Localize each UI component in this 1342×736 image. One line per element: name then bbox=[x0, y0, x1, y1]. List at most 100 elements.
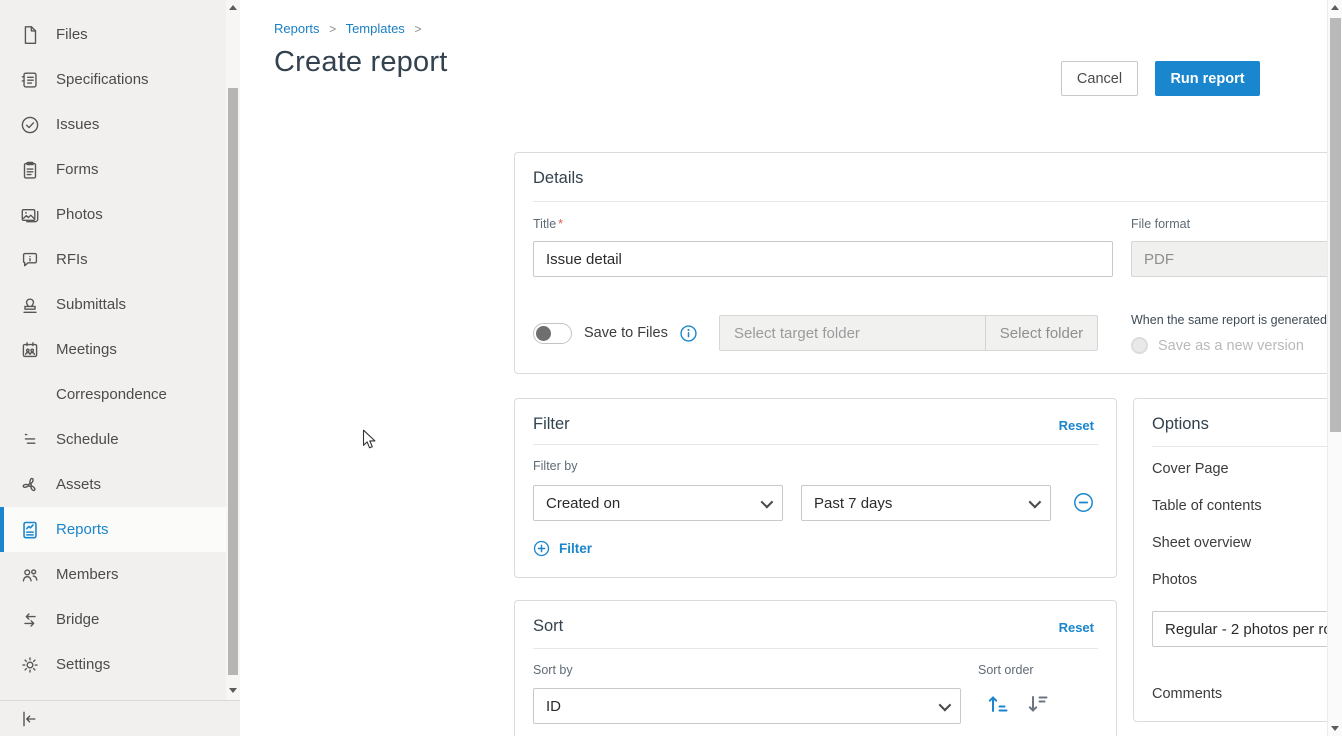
sidebar-item-label: Photos bbox=[56, 206, 103, 223]
sidebar-item-label: Assets bbox=[56, 476, 102, 493]
scroll-down-icon[interactable] bbox=[1331, 726, 1339, 731]
assets-icon bbox=[18, 473, 42, 497]
sidebar-item-reports[interactable]: Reports bbox=[0, 507, 226, 552]
filter-field-select[interactable]: Created on bbox=[533, 485, 783, 521]
info-icon[interactable] bbox=[680, 324, 697, 342]
sidebar-item-label: Bridge bbox=[56, 611, 100, 628]
forms-icon bbox=[18, 158, 42, 182]
option-row-sheet-overview: Sheet overview bbox=[1152, 531, 1342, 555]
chevron-down-icon bbox=[938, 698, 952, 712]
page-scrollbar[interactable] bbox=[1327, 0, 1342, 736]
collapse-sidebar-icon bbox=[23, 711, 36, 726]
cancel-button[interactable]: Cancel bbox=[1061, 61, 1138, 96]
sidebar-item-assets[interactable]: Assets bbox=[0, 462, 226, 507]
sort-by-select[interactable]: ID bbox=[533, 688, 961, 724]
breadcrumb-separator: > bbox=[414, 22, 422, 36]
save-to-files-label: Save to Files bbox=[584, 325, 668, 341]
collapse-sidebar-button[interactable] bbox=[16, 706, 42, 732]
file-format-select: PDF bbox=[1131, 241, 1342, 277]
save-to-files-toggle[interactable] bbox=[533, 322, 572, 344]
sidebar-item-settings[interactable]: Settings bbox=[0, 642, 226, 687]
sidebar-item-label: Settings bbox=[56, 656, 111, 673]
sidebar-scrollbar-thumb[interactable] bbox=[228, 88, 238, 675]
filter-range-select[interactable]: Past 7 days bbox=[801, 485, 1051, 521]
sort-descending-button[interactable] bbox=[1026, 692, 1050, 716]
bridge-icon bbox=[18, 608, 42, 632]
schedule-icon bbox=[18, 428, 42, 452]
comments-row: Comments bbox=[1152, 682, 1342, 706]
title-field-label: Title * bbox=[533, 217, 564, 231]
divider bbox=[533, 444, 1098, 445]
main-content: Reports > Templates > Create report Canc… bbox=[240, 0, 1342, 736]
sidebar-item-submittals[interactable]: Submittals bbox=[0, 282, 226, 327]
file-format-label: File format bbox=[1131, 217, 1191, 231]
sidebar-item-forms[interactable]: Forms bbox=[0, 147, 226, 192]
sidebar-scrollbar[interactable] bbox=[226, 0, 240, 700]
sidebar-item-members[interactable]: Members bbox=[0, 552, 226, 597]
sidebar-item-meetings[interactable]: Meetings bbox=[0, 327, 226, 372]
settings-icon bbox=[18, 653, 42, 677]
remove-filter-button[interactable] bbox=[1073, 492, 1094, 513]
add-filter-button[interactable]: Filter bbox=[533, 540, 592, 557]
sidebar-item-label: Meetings bbox=[56, 341, 117, 358]
sidebar-item-bridge[interactable]: Bridge bbox=[0, 597, 226, 642]
page-scrollbar-thumb[interactable] bbox=[1330, 18, 1341, 432]
sidebar-item-label: Issues bbox=[56, 116, 100, 133]
breadcrumb: Reports > Templates > bbox=[274, 21, 427, 36]
sidebar-item-label: Reports bbox=[56, 521, 109, 538]
option-row-cover-page: Cover Page bbox=[1152, 457, 1342, 481]
details-section: Details Title* File format PDF Save to F… bbox=[514, 152, 1342, 374]
rfis-icon bbox=[18, 248, 42, 272]
sort-order-controls bbox=[986, 692, 1050, 716]
option-row-photos: Photos bbox=[1152, 568, 1342, 592]
sidebar: Files Specifications Issues Forms Photos RFIs… bbox=[0, 0, 240, 736]
sort-reset-link[interactable]: Reset bbox=[1058, 620, 1094, 635]
filter-reset-link[interactable]: Reset bbox=[1058, 418, 1094, 433]
regenerate-options: Save as a new version Save as a new file bbox=[1131, 337, 1342, 354]
scroll-up-icon[interactable] bbox=[1331, 5, 1339, 10]
sort-section: Sort Reset Sort by Sort order ID bbox=[514, 600, 1117, 736]
sidebar-item-photos[interactable]: Photos bbox=[0, 192, 226, 237]
report-title-input[interactable] bbox=[533, 241, 1113, 277]
issues-icon bbox=[18, 113, 42, 137]
photos-icon bbox=[18, 203, 42, 227]
sidebar-item-issues[interactable]: Issues bbox=[0, 102, 226, 147]
option-label: Photos bbox=[1152, 572, 1198, 588]
chevron-down-icon bbox=[1028, 495, 1042, 509]
file-icon bbox=[18, 23, 42, 47]
required-marker: * bbox=[558, 217, 564, 231]
correspondence-icon bbox=[18, 383, 42, 407]
sort-order-label: Sort order bbox=[978, 663, 1034, 677]
options-heading: Options bbox=[1152, 415, 1209, 433]
chevron-down-icon bbox=[760, 495, 774, 509]
option-label: Cover Page bbox=[1152, 461, 1229, 477]
divider bbox=[533, 201, 1342, 202]
sidebar-nav: Files Specifications Issues Forms Photos RFIs… bbox=[0, 12, 226, 687]
specifications-icon bbox=[18, 68, 42, 92]
sidebar-item-rfis[interactable]: RFIs bbox=[0, 237, 226, 282]
run-report-button[interactable]: Run report bbox=[1155, 61, 1260, 96]
breadcrumb-reports-link[interactable]: Reports bbox=[274, 21, 320, 36]
divider bbox=[1152, 446, 1342, 447]
sidebar-item-schedule[interactable]: Schedule bbox=[0, 417, 226, 462]
scroll-up-icon[interactable] bbox=[229, 5, 237, 10]
sidebar-item-label: Forms bbox=[56, 161, 99, 178]
breadcrumb-templates-link[interactable]: Templates bbox=[345, 21, 405, 36]
select-folder-button: Select folder bbox=[985, 316, 1097, 350]
regenerate-caption: When the same report is generated more t… bbox=[1131, 313, 1342, 327]
target-folder-group: Select target folder Select folder bbox=[719, 315, 1098, 351]
sort-ascending-button[interactable] bbox=[986, 692, 1010, 716]
sort-heading: Sort bbox=[533, 617, 564, 635]
sidebar-item-files[interactable]: Files bbox=[0, 12, 226, 57]
sidebar-item-label: Correspondence bbox=[56, 386, 167, 403]
sidebar-item-label: Files bbox=[56, 26, 88, 43]
sidebar-item-label: Schedule bbox=[56, 431, 119, 448]
photos-layout-select[interactable]: Regular - 2 photos per row bbox=[1152, 611, 1342, 647]
members-icon bbox=[18, 563, 42, 587]
sidebar-item-correspondence[interactable]: Correspondence bbox=[0, 372, 226, 417]
option-label: Sheet overview bbox=[1152, 535, 1252, 551]
filter-section: Filter Reset Filter by Created on Past 7… bbox=[514, 398, 1117, 578]
scroll-down-icon[interactable] bbox=[229, 688, 237, 693]
sidebar-item-specifications[interactable]: Specifications bbox=[0, 57, 226, 102]
save-as-new-version-label: Save as a new version bbox=[1158, 337, 1304, 354]
